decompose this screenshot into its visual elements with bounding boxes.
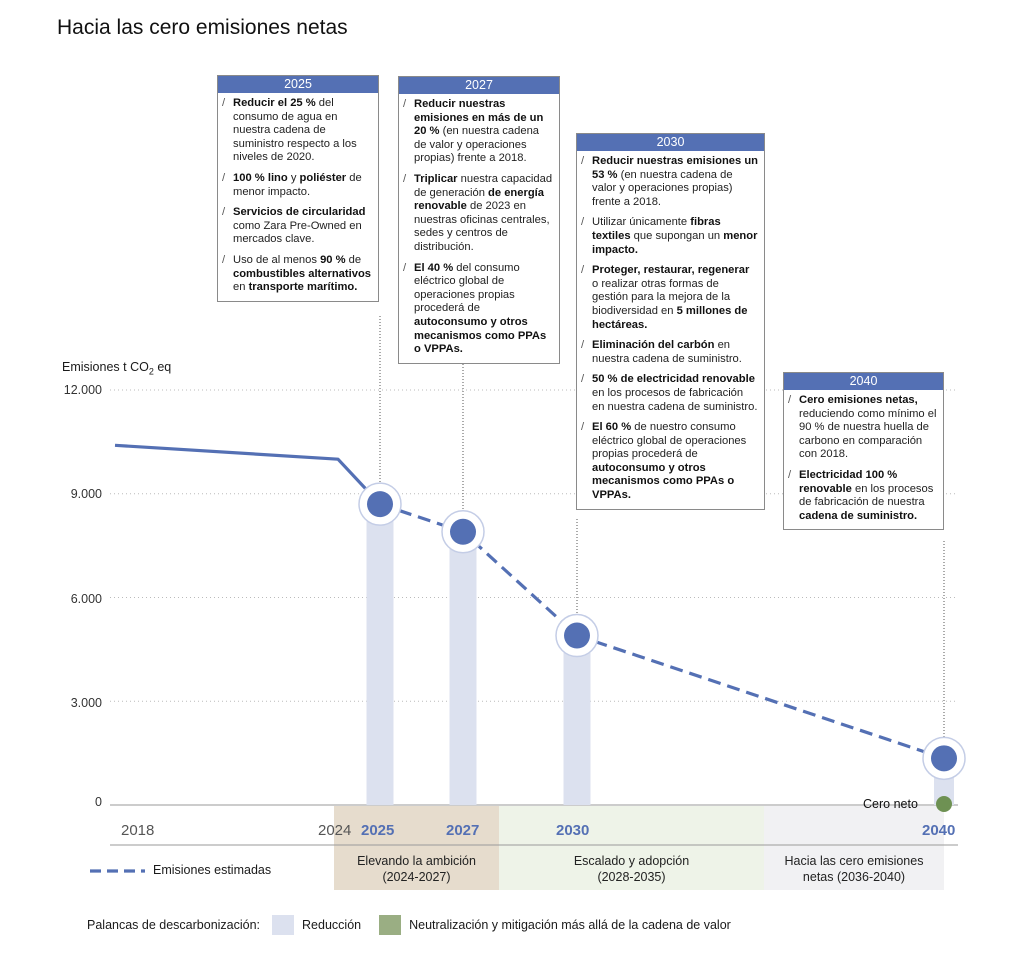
phase-label-2: Escalado y adopción (2028-2035) — [573, 854, 690, 884]
milestone-box-2040: 2040 Cero emisiones netas, reduciendo co… — [783, 372, 944, 531]
milestone-box-2025: 2025 Reducir el 25 % del consumo de agua… — [217, 75, 379, 302]
milestone-item: El 60 % de nuestro consumo eléctrico glo… — [581, 421, 758, 503]
milestone-item: Reducir el 25 % del consumo de agua en n… — [222, 97, 372, 165]
net-zero-point — [936, 796, 952, 812]
milestone-year: 2040 — [784, 373, 943, 390]
x-tick-label: 2025 — [361, 822, 395, 839]
milestone-item: Triplicar nuestra capacidad de generació… — [403, 173, 553, 255]
reduction-bar — [449, 531, 477, 805]
reduction-swatch — [272, 915, 295, 935]
milestone-year: 2025 — [218, 76, 378, 93]
y-tick-label: 9.000 — [70, 487, 102, 501]
x-tick-label: 2027 — [446, 822, 480, 839]
y-tick-label: 12.000 — [63, 383, 102, 397]
milestone-list: Reducir nuestras emisiones un 53 % (en n… — [577, 151, 764, 509]
milestone-item: Proteger, restaurar, regenerar o realiza… — [581, 264, 758, 332]
milestone-item: Reducir nuestras emisiones en más de un … — [403, 98, 553, 166]
y-tick-label: 6.000 — [70, 592, 102, 606]
phase-bg-2 — [499, 806, 764, 890]
reduction-bar — [563, 635, 591, 805]
net-zero-label: Cero neto — [863, 797, 918, 811]
reduction-bar — [366, 504, 394, 805]
milestone-box-2030: 2030 Reducir nuestras emisiones un 53 % … — [576, 133, 765, 510]
phase-label-3: Hacia las cero emisiones netas (2036-2040… — [784, 854, 924, 884]
phase-bg-1 — [334, 806, 499, 890]
y-axis-title: Emisiones t CO2 eq — [62, 360, 172, 377]
levers-legend: Palancas de descarbonización: Reducción … — [87, 915, 731, 935]
milestone-item: Reducir nuestras emisiones un 53 % (en n… — [581, 155, 758, 209]
phase-backgrounds — [334, 806, 944, 890]
milestone-item: Cero emisiones netas, reduciendo como mí… — [788, 394, 937, 462]
x-tick-label: 2030 — [556, 822, 590, 839]
milestone-item: El 40 % del consumo eléctrico global de … — [403, 262, 553, 357]
y-tick-label: 0 — [95, 795, 102, 809]
milestone-item: Eliminación del carbón en nuestra cadena… — [581, 339, 758, 366]
x-tick-label: 2024 — [318, 822, 352, 839]
milestone-markers — [358, 482, 966, 812]
x-tick-label: 2018 — [121, 822, 155, 839]
milestone-point — [450, 518, 476, 545]
x-tick-label: 2040 — [922, 822, 956, 839]
series-line-actual — [114, 443, 382, 506]
milestone-item: 50 % de electricidad renovable en los pr… — [581, 373, 758, 414]
milestone-item: Electricidad 100 % renovable en los proc… — [788, 469, 937, 523]
phase-bg-3 — [764, 806, 944, 890]
milestone-item: 100 % lino y poliéster de menor impacto. — [222, 172, 372, 199]
phase-label-1: Elevando la ambición (2024-2027) — [357, 854, 476, 884]
milestone-list: Reducir nuestras emisiones en más de un … — [399, 94, 559, 363]
series-line-estimated — [379, 502, 945, 760]
legend-estimated-label: Emisiones estimadas — [153, 863, 272, 877]
neutralization-label: Neutralización y mitigación más allá de … — [409, 918, 731, 932]
milestone-point — [367, 491, 393, 518]
reduction-label: Reducción — [302, 918, 362, 932]
milestone-box-2027: 2027 Reducir nuestras emisiones en más d… — [398, 76, 560, 364]
milestone-list: Reducir el 25 % del consumo de agua en n… — [218, 93, 378, 301]
neutralization-swatch — [379, 915, 402, 935]
page-title: Hacia las cero emisiones netas — [57, 16, 348, 39]
milestone-item: Uso de al menos 90 % de combustibles alt… — [222, 254, 372, 295]
y-tick-label: 3.000 — [70, 696, 102, 710]
milestone-point — [931, 745, 957, 772]
levers-label: Palancas de descarbonización: — [87, 918, 261, 932]
reduction-bars — [366, 504, 954, 805]
milestone-year: 2027 — [399, 77, 559, 94]
milestone-year: 2030 — [577, 134, 764, 151]
milestone-item: Servicios de circularidad como Zara Pre-… — [222, 206, 372, 247]
milestone-list: Cero emisiones netas, reduciendo como mí… — [784, 390, 943, 529]
milestone-point — [564, 622, 590, 649]
leader-lines — [379, 316, 945, 741]
milestone-item: Utilizar únicamente fibras textiles que … — [581, 216, 758, 257]
